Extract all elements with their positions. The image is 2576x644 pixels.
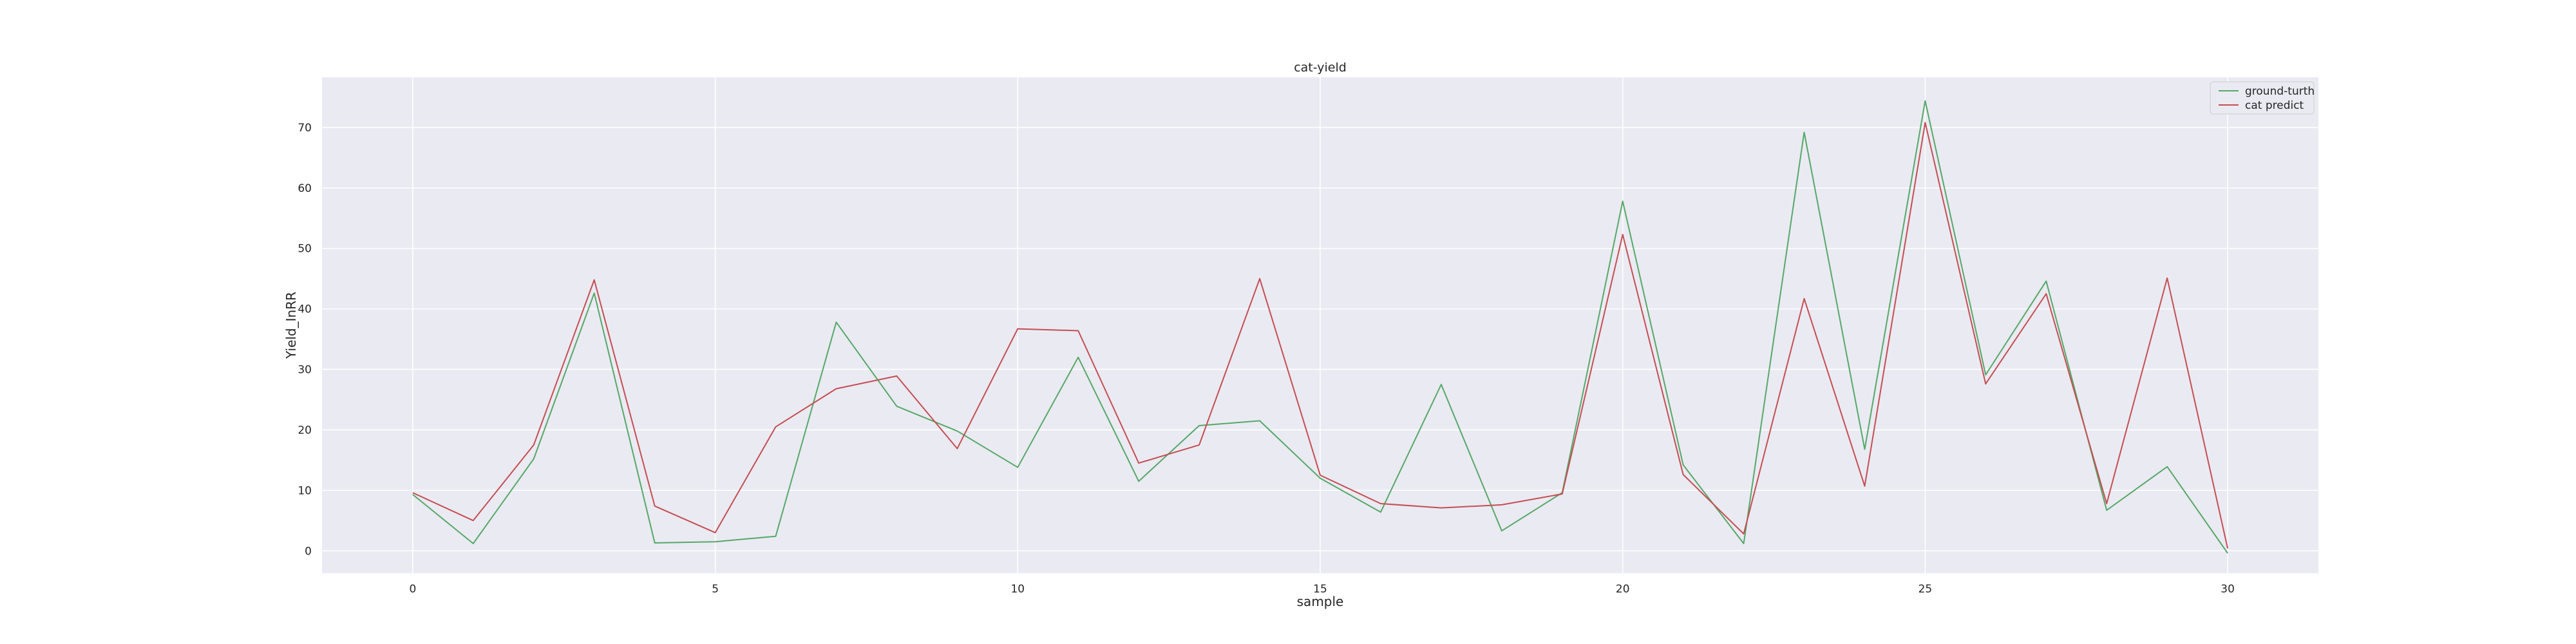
x-tick-label: 20 bbox=[1616, 583, 1630, 596]
x-axis-label: sample bbox=[1297, 594, 1344, 609]
series-line-cat-predict bbox=[412, 122, 2229, 549]
y-tick-label: 20 bbox=[298, 424, 312, 437]
x-tick-labels: 0 5 10 15 20 25 30 bbox=[409, 583, 2234, 596]
legend-label-ground-turth: ground-turth bbox=[2245, 85, 2315, 98]
series-line-ground-turth bbox=[412, 100, 2228, 554]
y-tick-label: 70 bbox=[298, 122, 312, 135]
y-tick-label: 10 bbox=[298, 484, 312, 497]
x-tick-label: 0 bbox=[409, 583, 416, 596]
y-axis-label: Yield_InRR bbox=[283, 292, 299, 359]
y-tick-label: 30 bbox=[298, 364, 312, 377]
x-tick-label: 15 bbox=[1313, 583, 1327, 596]
x-tick-label: 25 bbox=[1918, 583, 1933, 596]
x-tick-label: 10 bbox=[1010, 583, 1025, 596]
y-tick-label: 40 bbox=[298, 303, 312, 316]
y-tick-label: 50 bbox=[298, 243, 312, 256]
legend-box bbox=[2210, 81, 2315, 115]
series-lines bbox=[412, 100, 2229, 554]
grid-lines bbox=[322, 77, 2318, 573]
chart-title: cat-yield bbox=[1294, 61, 1347, 75]
y-tick-label: 0 bbox=[305, 545, 312, 558]
y-tick-label: 60 bbox=[298, 182, 312, 195]
legend: ground-turth cat predict bbox=[2210, 81, 2315, 115]
legend-label-cat-predict: cat predict bbox=[2245, 99, 2304, 112]
x-tick-label: 5 bbox=[712, 583, 719, 596]
x-tick-label: 30 bbox=[2221, 583, 2235, 596]
y-tick-labels: 0 10 20 30 40 50 60 70 bbox=[298, 122, 312, 558]
